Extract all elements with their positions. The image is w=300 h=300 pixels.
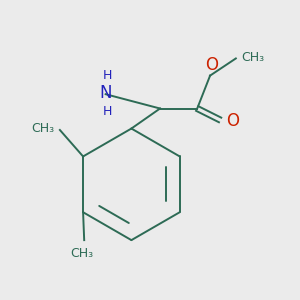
Text: H: H — [102, 69, 112, 82]
Text: O: O — [226, 112, 239, 130]
Text: CH₃: CH₃ — [31, 122, 54, 135]
Text: CH₃: CH₃ — [70, 247, 93, 260]
Text: N: N — [99, 84, 112, 102]
Text: CH₃: CH₃ — [242, 50, 265, 64]
Text: H: H — [102, 105, 112, 118]
Text: O: O — [205, 56, 218, 74]
